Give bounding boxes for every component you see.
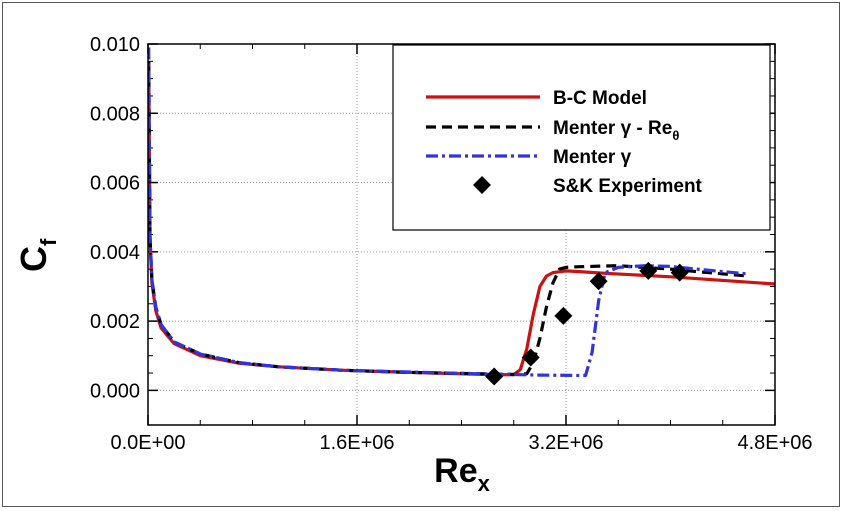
y-tick-label: 0.004: [90, 242, 140, 264]
series-group: [148, 47, 775, 386]
x-tick-label: 1.6E+06: [319, 432, 394, 454]
y-axis-title-subscript: f: [36, 238, 61, 246]
legend-marker-diamond: [473, 176, 491, 194]
legend-label: S&K Experiment: [553, 176, 703, 197]
x-tick-label: 0.0E+00: [110, 432, 185, 454]
data-point-diamond: [670, 263, 689, 282]
y-axis-title: Cf: [13, 238, 61, 272]
y-tick-label: 0.000: [90, 380, 140, 402]
x-axis-title-subscript: x: [478, 471, 491, 496]
data-point-diamond: [589, 272, 608, 291]
data-point-diamond: [639, 261, 658, 280]
plot-border: [147, 43, 776, 426]
data-point-diamond: [485, 367, 504, 386]
legend-box: [392, 44, 771, 231]
legend-label-subscript: θ: [672, 128, 679, 143]
series-line-3: [148, 47, 750, 378]
x-tick-label: 3.2E+06: [528, 432, 603, 454]
data-point-diamond: [521, 348, 540, 367]
legend-label: B-C Model: [553, 88, 647, 109]
x-tick-label: 4.8E+06: [737, 432, 812, 454]
data-point-diamond: [554, 306, 573, 325]
legend-label: Menter γ - Reθ: [553, 118, 679, 143]
y-tick-label: 0.010: [90, 34, 140, 56]
y-tick-label: 0.006: [90, 173, 140, 195]
x-axis-title: Rex: [434, 452, 490, 496]
y-tick-label: 0.008: [90, 103, 140, 125]
legend-label: Menter γ: [553, 147, 632, 168]
y-tick-label: 0.002: [90, 311, 140, 333]
